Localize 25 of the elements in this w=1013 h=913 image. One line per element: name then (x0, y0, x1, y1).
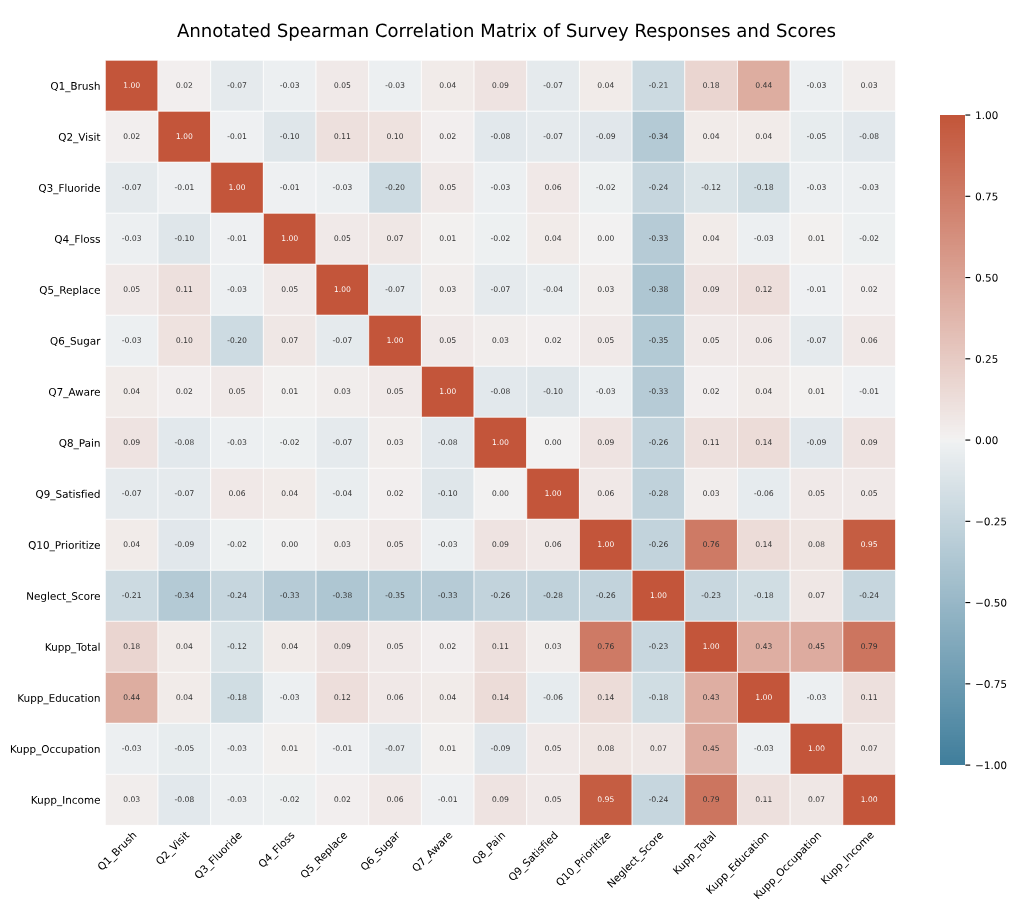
y-tick-label: Kupp_Income (31, 796, 100, 807)
color-bar-label: 1.00 (976, 111, 998, 120)
y-tick-label: Q1_Brush (50, 81, 100, 93)
color-bar-label: −0.75 (976, 680, 1007, 688)
y-tick-label: Kupp_Education (18, 693, 100, 705)
color-bar-label: −0.50 (976, 598, 1007, 607)
color-bar-label: 0.50 (975, 273, 998, 282)
y-tick-label: Q7_Aware (48, 387, 100, 399)
y-tick-label: Kupp_Occupation (10, 744, 100, 756)
y-tick-label: Q10_Prioritize (28, 540, 100, 552)
color-bar-label: 0.25 (975, 355, 998, 363)
color-bar-label: 0.75 (975, 192, 998, 201)
y-tick-label: Q6_Sugar (50, 336, 101, 348)
color-bar-label: −0.25 (976, 517, 1007, 526)
y-tick-label: Q5_Replace (39, 285, 100, 297)
y-tick-label: Q9_Satisfied (36, 489, 100, 501)
y-tick-label: Kupp_Total (45, 642, 100, 654)
color-bar-label: 0.00 (975, 436, 998, 445)
y-tick-label: Neglect_Score (27, 591, 100, 603)
y-tick-label: Q8_Pain (59, 438, 100, 450)
y-tick-label: Q2_Visit (58, 132, 101, 144)
y-tick-label: Q4_Floss (54, 234, 100, 246)
chart-title: Annotated Spearman Correlation Matrix of Survey Responses and Scores (177, 23, 836, 41)
y-tick-label: Q3_Fluoride (38, 183, 100, 195)
color-bar-label: −1.00 (976, 761, 1007, 770)
